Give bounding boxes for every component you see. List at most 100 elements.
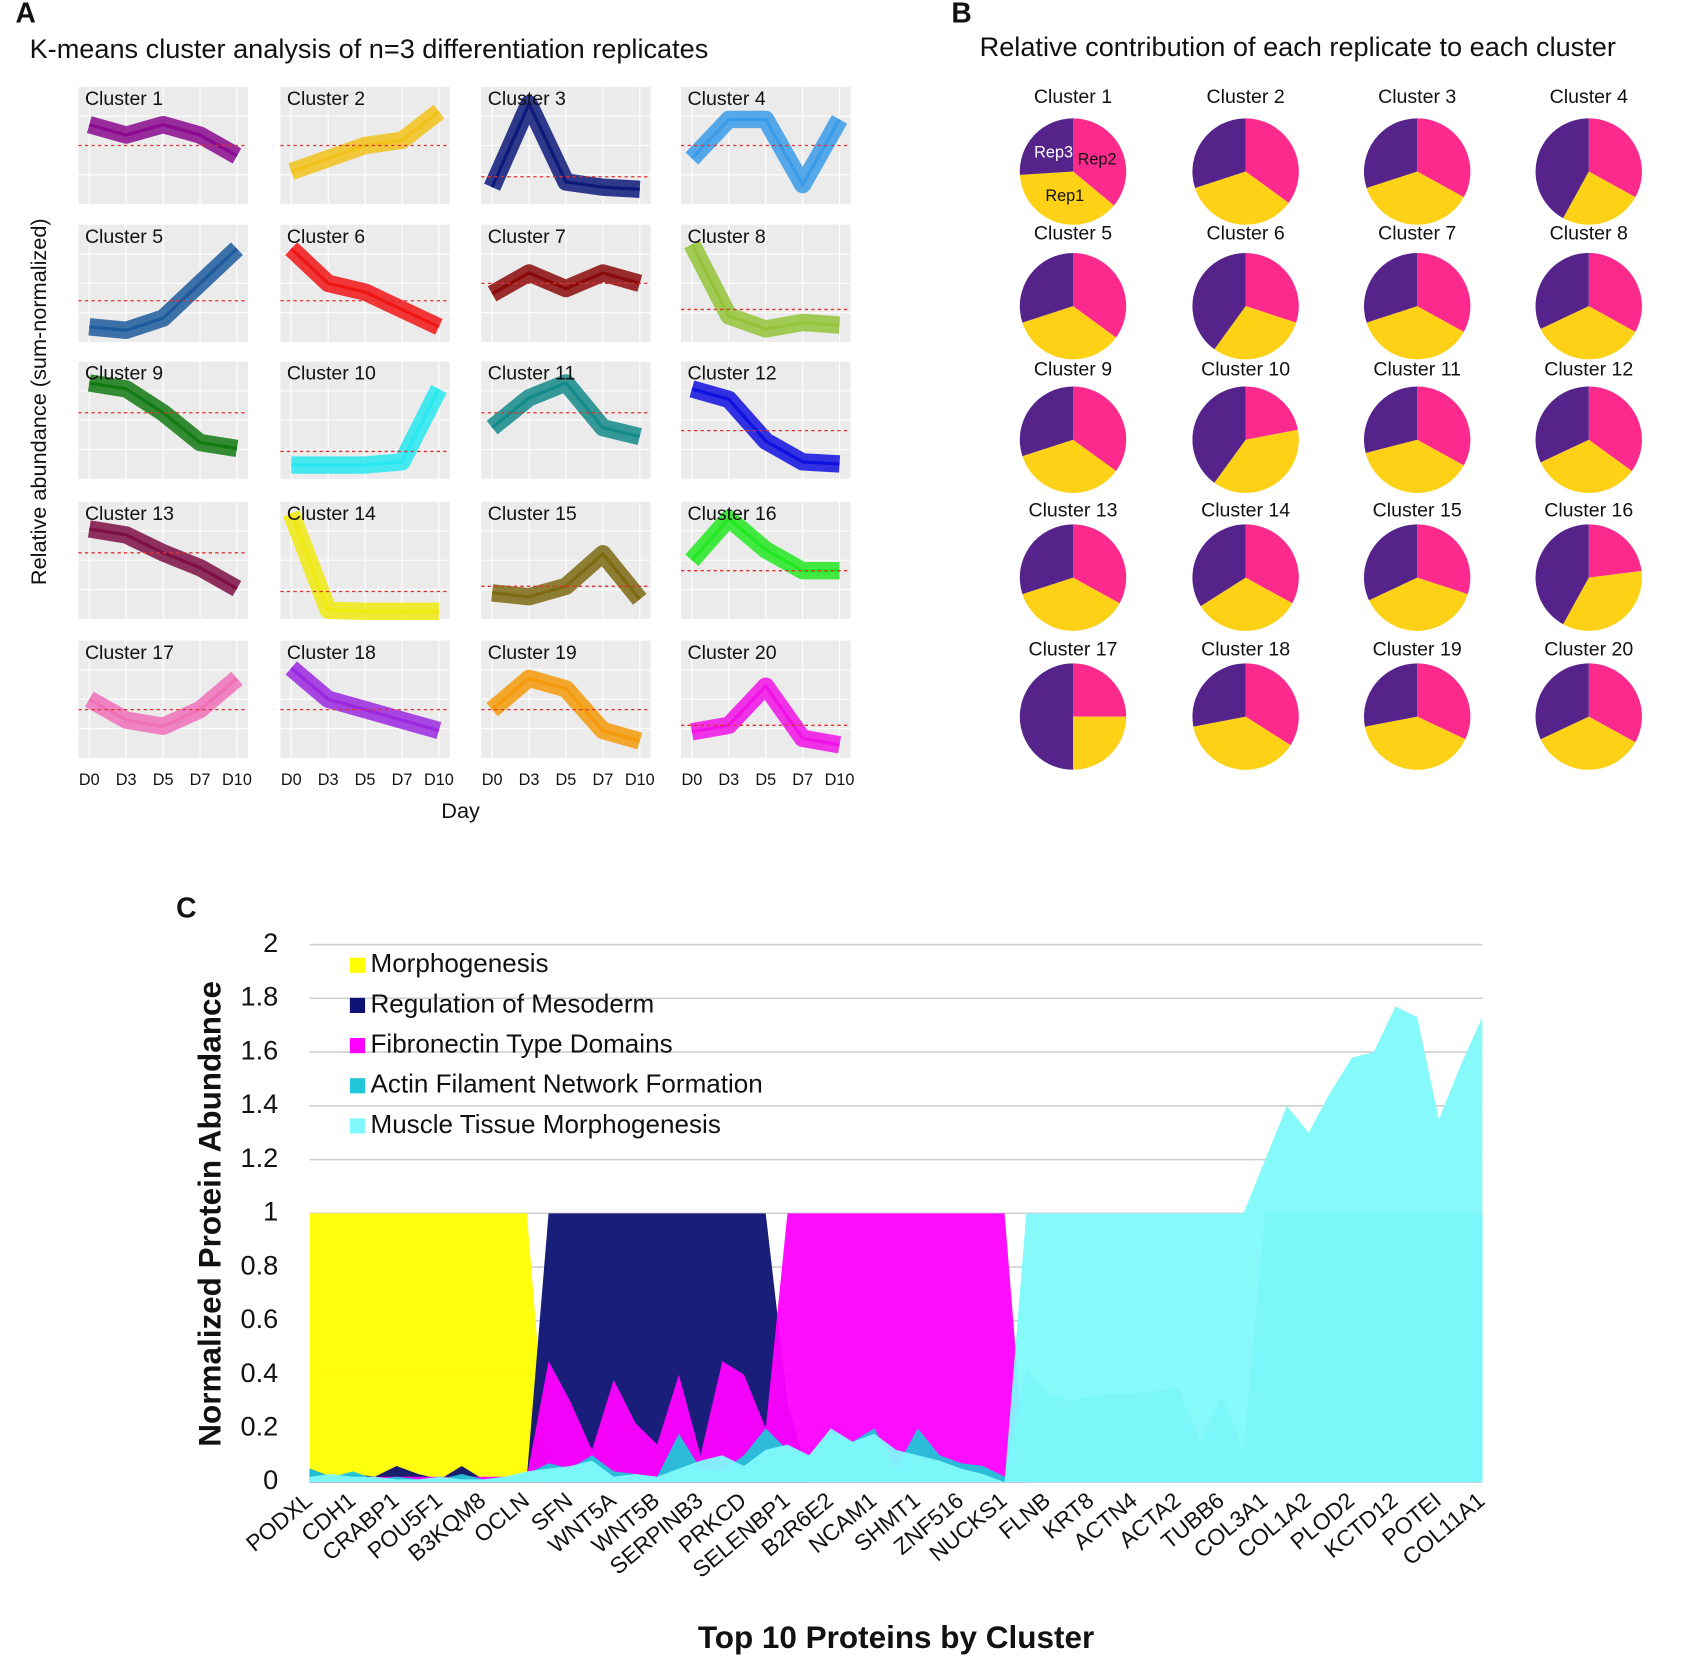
pie-slice <box>1364 716 1466 770</box>
y-tick-label: 0.6 <box>240 1303 278 1334</box>
pie-slice <box>1369 577 1468 631</box>
pie-slice <box>1417 386 1471 466</box>
pie-title: Cluster 8 <box>1550 223 1628 245</box>
cluster-line <box>691 387 840 466</box>
pie-slice <box>1588 118 1642 198</box>
panel-label: B <box>951 0 971 29</box>
x-tick-label: D3 <box>718 771 739 789</box>
cluster-line <box>289 512 439 613</box>
pie-title: Cluster 7 <box>1378 223 1456 245</box>
panel-label: Cluster 17 <box>85 642 174 664</box>
pie-slice <box>1192 386 1246 483</box>
pie-slice <box>1417 663 1471 740</box>
slice-label: Rep3 <box>1034 144 1073 162</box>
cluster-line <box>290 247 440 329</box>
pie-slice <box>1019 663 1073 770</box>
pie-slice <box>1363 524 1418 601</box>
legend-swatch <box>349 997 366 1014</box>
pie-slice <box>1072 716 1127 770</box>
pie-title: Cluster 12 <box>1544 358 1633 380</box>
slice-label: Rep1 <box>1045 187 1084 205</box>
panel-label: Cluster 11 <box>488 363 576 385</box>
panel-label: Cluster 16 <box>688 503 777 525</box>
pie-title: Cluster 10 <box>1201 358 1290 380</box>
pie-slice <box>1535 663 1589 740</box>
panel-label: A <box>15 0 35 29</box>
legend-swatch <box>349 1078 366 1094</box>
y-tick-label: 0.8 <box>240 1249 278 1280</box>
panel-label: Cluster 18 <box>287 642 376 664</box>
area <box>309 1213 1483 1483</box>
pie-title: Cluster 14 <box>1201 500 1290 522</box>
area <box>309 1213 1483 1483</box>
pie-slice <box>1072 118 1127 206</box>
cluster-line <box>490 99 640 191</box>
x-tick-label: D7 <box>190 771 211 789</box>
pie-slice <box>1245 524 1299 604</box>
pie-title: Cluster 9 <box>1034 358 1112 380</box>
pie-title: Cluster 13 <box>1028 500 1117 522</box>
pie-slice <box>1366 171 1464 225</box>
y-axis-title: Normalized Protein Abundance <box>192 981 227 1447</box>
cluster-line <box>89 247 239 332</box>
pie-slice <box>1022 577 1120 631</box>
pie-slice <box>1417 118 1471 198</box>
cluster-line <box>88 677 239 729</box>
pie-slice <box>1363 118 1418 188</box>
x-tick-label: D5 <box>556 771 577 789</box>
x-tick-label: D10 <box>625 771 655 789</box>
y-tick-label: 1.4 <box>240 1088 278 1119</box>
panel-label: C <box>176 891 196 923</box>
panel-label: Cluster 15 <box>488 503 577 525</box>
pie-slice <box>1072 386 1127 472</box>
pie-slice <box>1019 252 1073 323</box>
cluster-line <box>491 381 641 439</box>
pie-slice <box>1245 252 1299 323</box>
pie-slice <box>1363 252 1418 323</box>
x-tick-label: D7 <box>592 771 613 789</box>
legend-label: Muscle Tissue Morphogenesis <box>371 1109 721 1139</box>
pie-slice <box>1535 118 1589 219</box>
x-tick-label: D10 <box>424 771 454 789</box>
pie-slice <box>1535 524 1589 625</box>
panel-label: Cluster 8 <box>688 226 766 248</box>
pie-title: Cluster 19 <box>1373 639 1462 661</box>
pie-title: Cluster 6 <box>1207 223 1285 245</box>
pie-slice <box>1019 386 1073 457</box>
pie-slice <box>1417 524 1471 595</box>
cluster-line <box>291 388 441 467</box>
panel-label: Cluster 20 <box>688 642 777 664</box>
x-tick-label: D3 <box>519 771 540 789</box>
pie-title: Cluster 18 <box>1201 639 1290 661</box>
pie-slice <box>1245 663 1299 746</box>
cluster-line <box>491 271 641 296</box>
pie-slice <box>1363 386 1418 453</box>
x-tick-label: D7 <box>392 771 413 789</box>
panel-label: Cluster 2 <box>287 88 365 110</box>
y-tick-label: 0.4 <box>240 1357 278 1388</box>
pie-title: Cluster 5 <box>1034 223 1112 245</box>
x-tick-label: D7 <box>792 771 813 789</box>
pie-slice <box>1195 171 1289 225</box>
panel-label: Cluster 5 <box>85 226 163 248</box>
x-tick-label: D3 <box>116 771 137 789</box>
x-tick-label: D10 <box>825 771 855 789</box>
pie-slice <box>1365 439 1464 493</box>
pie-title: Cluster 4 <box>1550 86 1628 108</box>
pie-slice <box>1019 118 1073 175</box>
pie-title: Cluster 1 <box>1034 86 1112 108</box>
cluster-line <box>690 243 840 331</box>
y-tick-label: 1 <box>263 1196 278 1227</box>
cluster-line <box>691 683 840 747</box>
pie-slice <box>1245 118 1299 203</box>
y-axis-title: Relative abundance (sum-normalized) <box>26 218 51 585</box>
x-tick-label: D10 <box>222 771 252 789</box>
pie-slice <box>1563 171 1636 225</box>
panel-title: K-means cluster analysis of n=3 differen… <box>30 33 709 64</box>
panel-label: Cluster 4 <box>688 88 766 110</box>
x-axis-title: Day <box>441 798 480 823</box>
pie-slice <box>1022 439 1117 493</box>
pie-slice <box>1072 663 1127 717</box>
pie-slice <box>1563 570 1642 631</box>
